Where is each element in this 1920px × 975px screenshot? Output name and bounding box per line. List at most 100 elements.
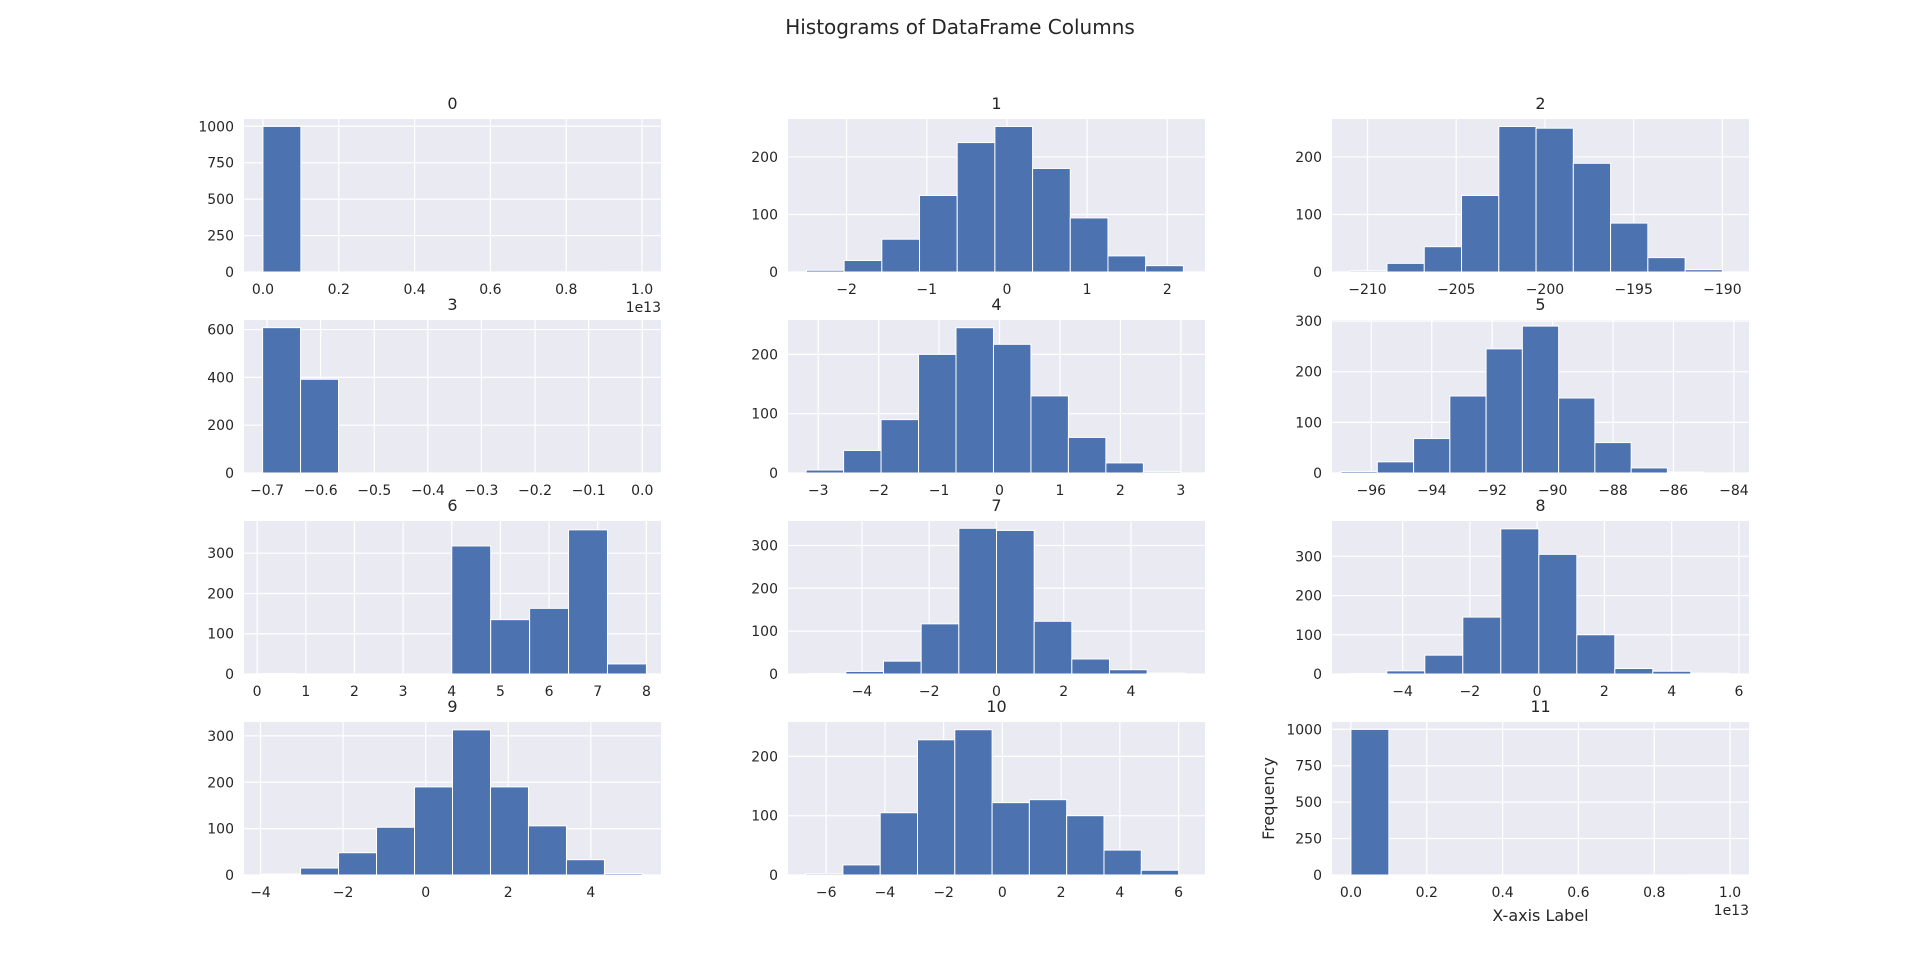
x-tick-label: 0.8 bbox=[555, 282, 577, 298]
x-tick-label: 3 bbox=[1176, 483, 1185, 499]
histogram-bar bbox=[1386, 670, 1426, 675]
y-tick-label: 100 bbox=[751, 407, 778, 423]
y-tick-label: 0 bbox=[1313, 265, 1322, 281]
x-tick-label: −84 bbox=[1719, 483, 1749, 499]
histogram-bar bbox=[1349, 270, 1388, 273]
histogram-bar bbox=[1647, 257, 1686, 273]
x-tick-label: 2 bbox=[1059, 684, 1068, 700]
x-tick-label: 4 bbox=[1115, 885, 1124, 901]
x-tick-label: −200 bbox=[1526, 282, 1564, 298]
histogram-bar bbox=[1386, 262, 1425, 273]
x-tick-label: 4 bbox=[447, 684, 456, 700]
histogram-bar bbox=[1652, 670, 1692, 675]
x-tick-label: −2 bbox=[1460, 684, 1481, 700]
x-tick-label: −0.6 bbox=[304, 483, 338, 499]
histogram-bar bbox=[881, 238, 921, 273]
histogram-bar bbox=[262, 873, 302, 876]
x-tick-label: 4 bbox=[1127, 684, 1136, 700]
y-tick-label: 250 bbox=[1295, 832, 1322, 848]
x-tick-label: 4 bbox=[1667, 684, 1676, 700]
histogram-bar bbox=[451, 545, 492, 675]
histogram-bar bbox=[1376, 461, 1415, 474]
x-tick-label: −0.1 bbox=[572, 483, 606, 499]
x-tick-label: −195 bbox=[1614, 282, 1652, 298]
y-tick-label: 1000 bbox=[198, 119, 234, 135]
x-tick-label: 0.4 bbox=[1491, 885, 1513, 901]
histogram-bar bbox=[805, 873, 844, 876]
x-tick-label: −6 bbox=[816, 885, 837, 901]
y-tick-label: 200 bbox=[1295, 365, 1322, 381]
x-tick-label: −4 bbox=[250, 885, 271, 901]
panel-title: 2 bbox=[1535, 94, 1545, 113]
histogram-panel-1: 0 100 200 −2 −1 0 1 2 1 bbox=[751, 94, 1205, 298]
histogram-bar bbox=[805, 469, 845, 474]
x-tick-label: 3 bbox=[399, 684, 408, 700]
histogram-bar bbox=[606, 663, 647, 675]
histogram-bar bbox=[1140, 869, 1180, 876]
histogram-bar bbox=[529, 607, 570, 675]
histogram-bar bbox=[1340, 470, 1378, 474]
histogram-bar bbox=[1576, 634, 1616, 675]
histogram-bar bbox=[1069, 217, 1109, 273]
x-tick-label: −0.4 bbox=[411, 483, 445, 499]
histogram-panel-11: 0 250 500 750 1000 0.0 0.2 0.4 0.6 0.8 1.0 11 1e13 X-… bbox=[1259, 697, 1749, 925]
x-tick-label: 0 bbox=[995, 483, 1004, 499]
y-axis-label: Frequency bbox=[1259, 757, 1278, 840]
histogram-bar bbox=[805, 269, 845, 273]
panel-title: 8 bbox=[1535, 496, 1545, 515]
y-tick-label: 300 bbox=[1295, 314, 1322, 330]
panel-title: 6 bbox=[447, 496, 457, 515]
x-tick-label: 0 bbox=[1533, 684, 1542, 700]
x-tick-label: 1 bbox=[301, 684, 310, 700]
histogram-bar bbox=[1610, 222, 1649, 273]
plot-area bbox=[1332, 722, 1749, 875]
histogram-bar bbox=[527, 825, 567, 876]
y-tick-label: 0 bbox=[1313, 868, 1322, 884]
y-tick-label: 100 bbox=[1295, 628, 1322, 644]
histogram-bar bbox=[1030, 395, 1069, 474]
panel-title: 10 bbox=[986, 697, 1006, 716]
x-tick-label: −210 bbox=[1348, 282, 1386, 298]
x-tick-label: 2 bbox=[504, 885, 513, 901]
histogram-bar bbox=[880, 419, 920, 474]
y-tick-label: 0 bbox=[769, 265, 778, 281]
histogram-bar bbox=[1538, 553, 1578, 675]
y-tick-label: 300 bbox=[207, 546, 234, 562]
x-tick-label: 0.2 bbox=[1416, 885, 1438, 901]
x-tick-label: −1 bbox=[929, 483, 950, 499]
x-tick-label: −0.7 bbox=[250, 483, 284, 499]
histogram-bar bbox=[1105, 462, 1144, 474]
y-tick-label: 100 bbox=[751, 624, 778, 640]
histogram-bar bbox=[1461, 195, 1500, 273]
x-tick-label: −205 bbox=[1437, 282, 1475, 298]
histogram-bar bbox=[300, 867, 340, 876]
y-tick-label: 750 bbox=[1295, 759, 1322, 775]
x-tick-label: 0.0 bbox=[631, 483, 653, 499]
histogram-bar bbox=[1424, 654, 1464, 675]
x-tick-label: −3 bbox=[808, 483, 829, 499]
panel-title: 9 bbox=[447, 697, 457, 716]
x-tick-label: −90 bbox=[1538, 483, 1568, 499]
histogram-bar bbox=[1521, 325, 1560, 474]
y-tick-label: 100 bbox=[207, 627, 234, 643]
x-tick-label: −2 bbox=[919, 684, 940, 700]
histogram-bar bbox=[414, 786, 453, 876]
histogram-bar bbox=[1142, 471, 1182, 474]
histogram-bar bbox=[338, 852, 378, 876]
x-tick-label: 2 bbox=[350, 684, 359, 700]
histogram-bar bbox=[917, 739, 956, 876]
y-tick-label: 250 bbox=[207, 229, 234, 245]
x-tick-label: −86 bbox=[1659, 483, 1689, 499]
histogram-bar bbox=[1449, 395, 1487, 474]
figure-title: Histograms of DataFrame Columns bbox=[785, 15, 1135, 39]
histogram-bar bbox=[1028, 799, 1068, 876]
y-tick-label: 300 bbox=[207, 729, 234, 745]
y-tick-label: 100 bbox=[207, 822, 234, 838]
x-tick-label: 1.0 bbox=[1719, 885, 1741, 901]
x-tick-label: 2 bbox=[1057, 885, 1066, 901]
panel-title: 5 bbox=[1535, 295, 1545, 314]
x-tick-label: 6 bbox=[1734, 684, 1743, 700]
histogram-bar bbox=[1572, 162, 1612, 273]
y-tick-label: 1000 bbox=[1286, 722, 1322, 738]
y-tick-label: 100 bbox=[751, 809, 778, 825]
